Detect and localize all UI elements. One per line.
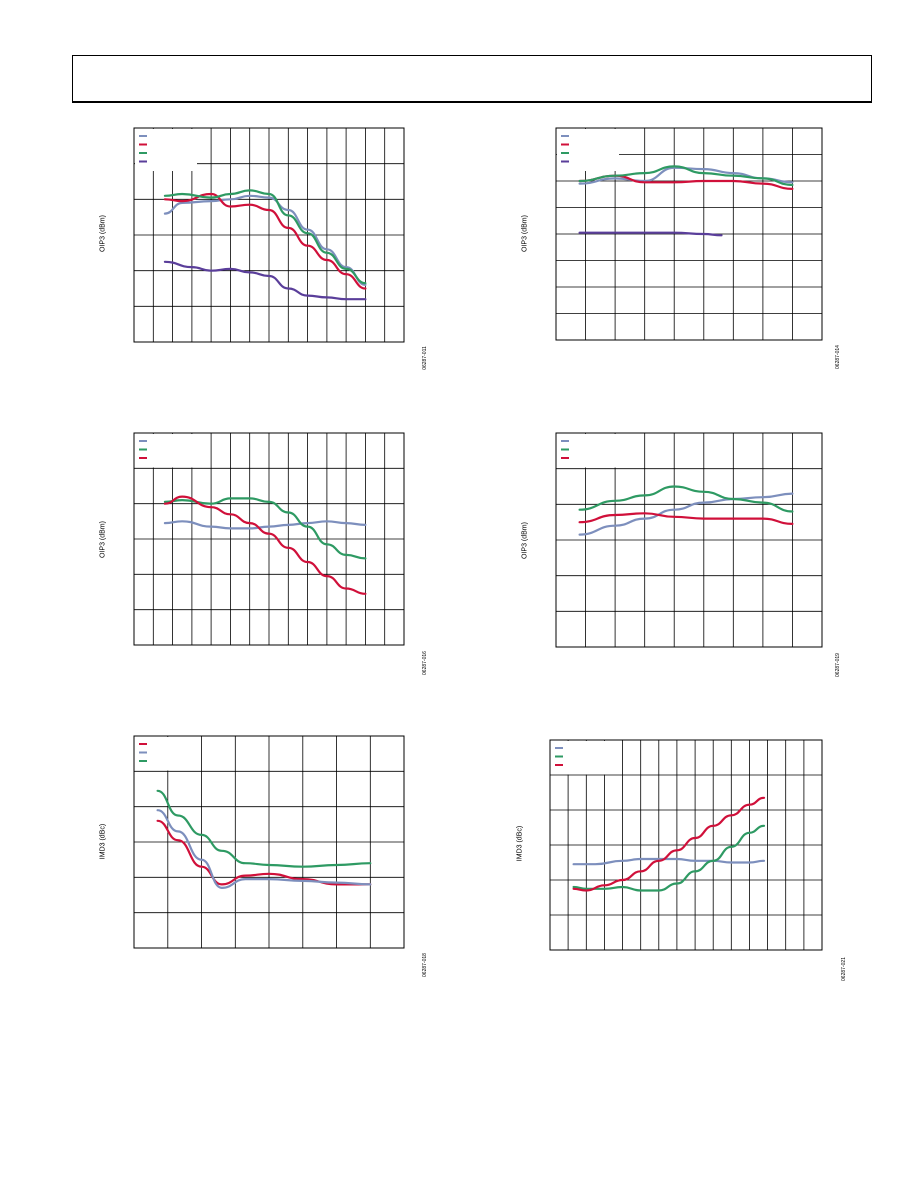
legend-box xyxy=(551,741,613,775)
series-line-purple xyxy=(578,231,723,237)
series-line-green xyxy=(163,497,367,560)
page-header-box xyxy=(72,55,872,103)
legend-box xyxy=(557,434,619,468)
chart-4-ylabel: OIP3 (dBm) xyxy=(521,522,529,559)
chart-6-fig-id: 06287-021 xyxy=(841,957,847,981)
series-line-blue xyxy=(578,492,794,536)
chart-3-ylabel: OIP3 (dBm) xyxy=(99,521,107,558)
plot-frame xyxy=(549,739,823,951)
chart-2 xyxy=(555,127,823,341)
chart-1-ylabel: OIP3 (dBm) xyxy=(99,215,107,252)
legend-box xyxy=(135,737,197,771)
series-line-blue xyxy=(163,194,367,286)
series-line-green xyxy=(578,165,794,187)
series-line-blue xyxy=(163,520,367,530)
series-line-blue xyxy=(572,857,766,866)
series-line-blue xyxy=(156,809,372,889)
chart-4 xyxy=(555,432,823,648)
chart-6-ylabel: IMD3 (dBc) xyxy=(516,825,524,862)
plot-frame xyxy=(555,127,823,341)
series-line-green xyxy=(163,189,367,285)
chart-1 xyxy=(133,127,405,343)
series-line-red xyxy=(578,512,794,525)
chart-5-ylabel: IMD3 (dBc) xyxy=(99,823,107,860)
chart-6 xyxy=(549,739,823,951)
plot-frame xyxy=(133,432,405,646)
chart-1-fig-id: 06287-011 xyxy=(422,346,428,370)
chart-3 xyxy=(133,432,405,646)
chart-2-fig-id: 06287-014 xyxy=(835,345,841,369)
chart-4-fig-id: 06287-019 xyxy=(835,653,841,677)
chart-2-ylabel: OIP3 (dBm) xyxy=(521,215,529,252)
series-line-green xyxy=(572,824,766,892)
chart-5 xyxy=(133,735,405,949)
series-line-red xyxy=(163,495,367,595)
plot-frame xyxy=(555,432,823,648)
series-line-red xyxy=(572,796,766,892)
chart-3-fig-id: 06287-016 xyxy=(422,651,428,675)
series-line-red xyxy=(163,192,367,290)
series-line-green xyxy=(156,789,372,868)
chart-5-fig-id: 06287-018 xyxy=(422,953,428,977)
series-line-green xyxy=(578,485,794,513)
series-line-red xyxy=(156,819,372,886)
series-line-purple xyxy=(163,260,367,301)
plot-frame xyxy=(133,735,405,949)
plot-frame xyxy=(133,127,405,343)
legend-box xyxy=(135,434,197,468)
